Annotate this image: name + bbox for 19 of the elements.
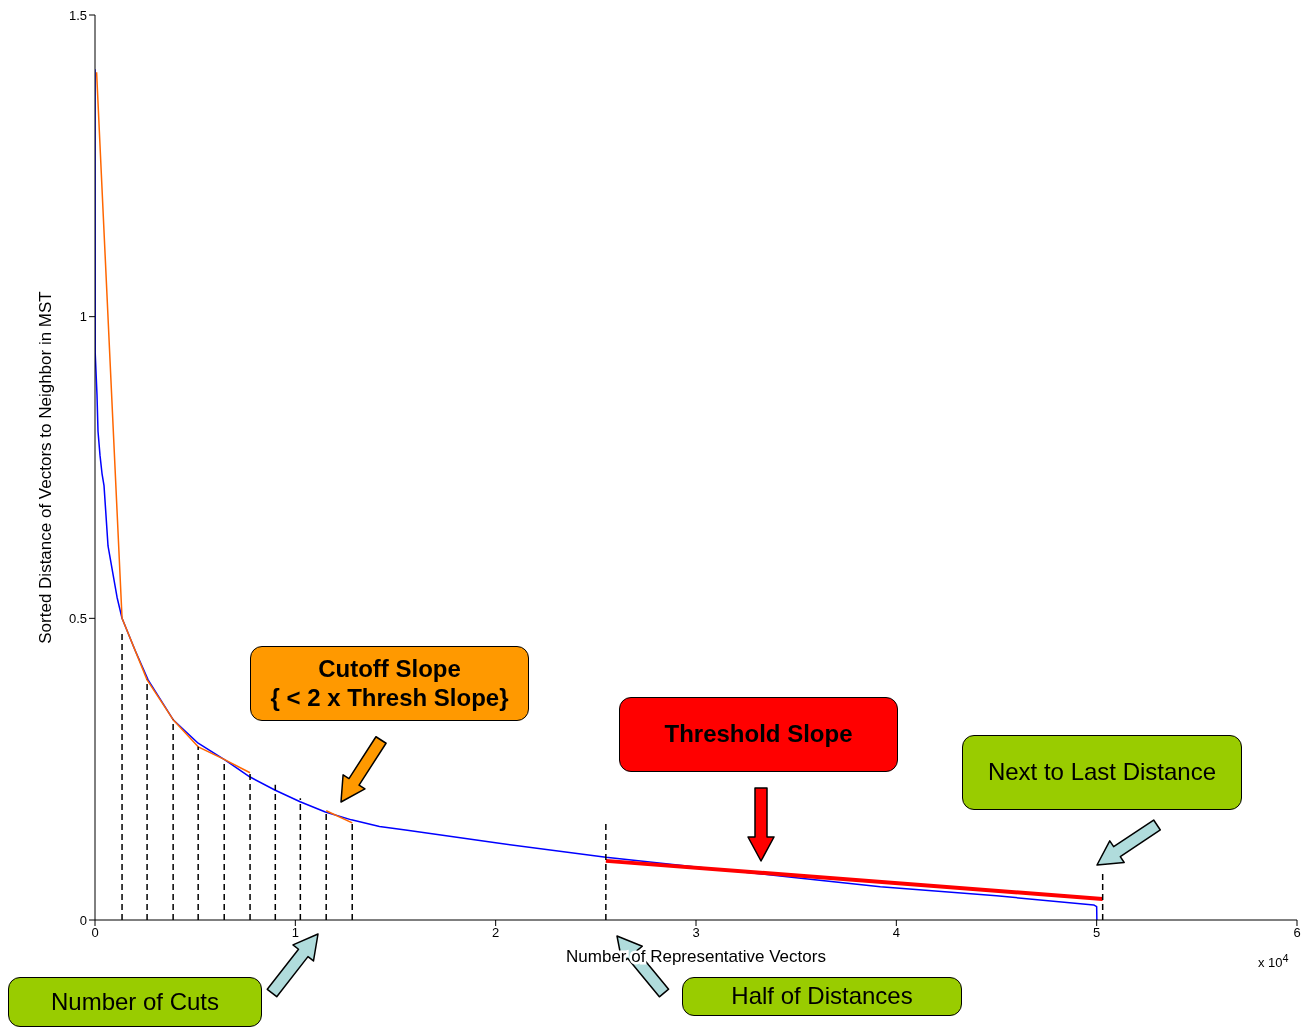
- x-tick-label: 3: [692, 925, 700, 941]
- annotation: Cutoff Slope { < 2 x Thresh Slope}: [270, 654, 509, 713]
- x-tick-label: 0: [91, 925, 99, 941]
- annotation: Next to Last Distance: [987, 758, 1217, 787]
- annotation: Threshold Slope: [664, 720, 853, 749]
- y-tick-label: 0: [79, 912, 87, 928]
- y-tick-label: 1.5: [68, 7, 87, 23]
- x-tick-label: 5: [1093, 925, 1101, 941]
- line-series: [95, 71, 251, 774]
- x-tick-label: 2: [492, 925, 500, 941]
- x-tick-label: 1: [291, 925, 299, 941]
- text: Number of Cuts: [50, 987, 220, 1017]
- text: x 10$^{4}$: [1258, 952, 1289, 971]
- y-tick-label: 0.5: [68, 610, 87, 626]
- x-tick-label: 6: [1293, 925, 1301, 941]
- y-axis-title: Sorted Distance of Vectors to Neighbor in MST: [36, 291, 56, 644]
- x-tick-label: 4: [892, 925, 900, 941]
- text: Half of Distances: [731, 982, 913, 1011]
- y-tick-label: 1: [79, 309, 87, 325]
